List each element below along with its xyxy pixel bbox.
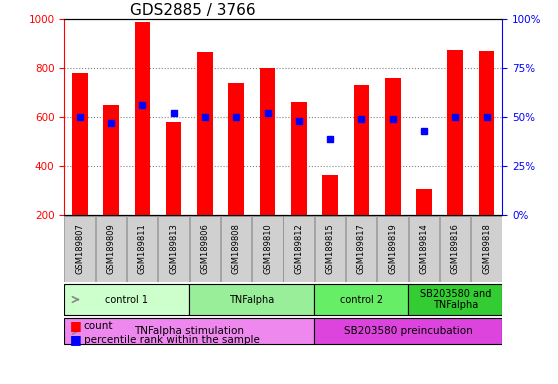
Bar bbox=[346, 216, 377, 281]
Bar bbox=[283, 216, 314, 281]
Text: GSM189807: GSM189807 bbox=[75, 223, 84, 274]
Bar bbox=[259, 68, 275, 215]
Bar bbox=[385, 78, 401, 215]
Bar bbox=[64, 284, 189, 315]
Text: count: count bbox=[84, 321, 113, 331]
Bar bbox=[228, 83, 244, 215]
Text: GSM189813: GSM189813 bbox=[169, 223, 178, 274]
Text: SB203580 preincubation: SB203580 preincubation bbox=[344, 326, 473, 336]
Text: GSM189809: GSM189809 bbox=[107, 223, 116, 274]
Text: ■: ■ bbox=[70, 333, 81, 346]
Bar bbox=[440, 216, 470, 281]
Bar bbox=[315, 284, 408, 315]
Text: GSM189815: GSM189815 bbox=[326, 223, 335, 274]
Text: GDS2885 / 3766: GDS2885 / 3766 bbox=[130, 3, 256, 18]
Text: GSM189806: GSM189806 bbox=[200, 223, 209, 274]
Bar bbox=[315, 318, 502, 344]
Bar bbox=[377, 216, 408, 281]
Text: GSM189812: GSM189812 bbox=[294, 223, 304, 274]
Text: GSM189817: GSM189817 bbox=[357, 223, 366, 274]
Text: control 1: control 1 bbox=[105, 295, 148, 305]
Text: TNFalpha: TNFalpha bbox=[229, 295, 275, 305]
Bar bbox=[354, 85, 369, 215]
Text: ■: ■ bbox=[70, 319, 81, 332]
Text: GSM189818: GSM189818 bbox=[482, 223, 491, 274]
Bar bbox=[65, 216, 95, 281]
Bar bbox=[189, 284, 315, 315]
Bar bbox=[221, 216, 251, 281]
Text: GSM189810: GSM189810 bbox=[263, 223, 272, 274]
Text: control 2: control 2 bbox=[340, 295, 383, 305]
Bar bbox=[448, 50, 463, 215]
Text: TNFalpha stimulation: TNFalpha stimulation bbox=[134, 326, 244, 336]
Bar bbox=[471, 216, 502, 281]
Bar bbox=[408, 284, 502, 315]
Bar bbox=[190, 216, 220, 281]
Text: GSM189808: GSM189808 bbox=[232, 223, 240, 274]
Text: GSM189816: GSM189816 bbox=[451, 223, 460, 274]
Bar bbox=[416, 189, 432, 215]
Bar bbox=[291, 103, 307, 215]
Bar bbox=[96, 216, 126, 281]
Bar bbox=[72, 73, 88, 215]
Bar bbox=[166, 122, 181, 215]
Text: percentile rank within the sample: percentile rank within the sample bbox=[84, 335, 259, 345]
Text: GSM189819: GSM189819 bbox=[388, 223, 397, 274]
Bar bbox=[103, 105, 119, 215]
Bar bbox=[323, 175, 338, 215]
Bar bbox=[252, 216, 282, 281]
Bar bbox=[127, 216, 157, 281]
Bar bbox=[134, 22, 150, 215]
Bar bbox=[158, 216, 189, 281]
Bar bbox=[408, 216, 439, 281]
Text: GSM189811: GSM189811 bbox=[138, 223, 147, 274]
Bar bbox=[479, 51, 494, 215]
Bar bbox=[315, 216, 345, 281]
Text: SB203580 and
TNFalpha: SB203580 and TNFalpha bbox=[420, 289, 491, 310]
Text: GSM189814: GSM189814 bbox=[420, 223, 429, 274]
Bar bbox=[64, 318, 315, 344]
Bar bbox=[197, 52, 213, 215]
